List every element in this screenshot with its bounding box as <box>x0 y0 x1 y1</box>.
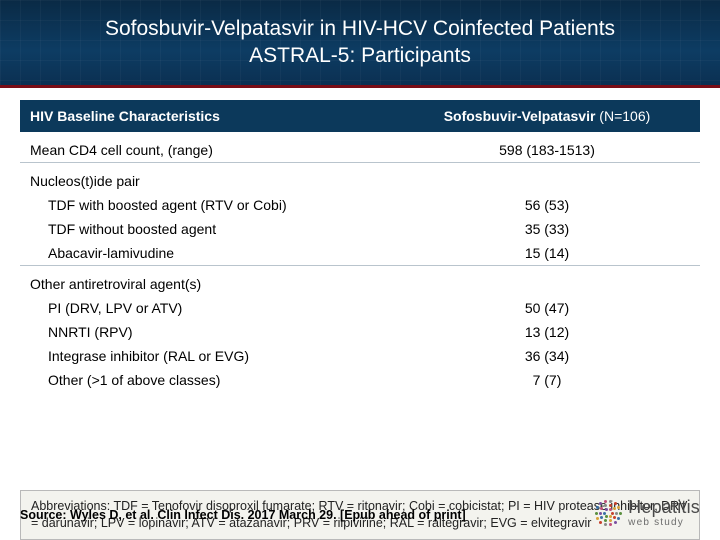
row-value: 15 (14) <box>394 241 700 266</box>
col-header-left: HIV Baseline Characteristics <box>20 100 394 132</box>
col-header-right: Sofosbuvir-Velpatasvir (N=106) <box>394 100 700 132</box>
row-label: NNRTI (RPV) <box>20 320 394 344</box>
row-label: PI (DRV, LPV or ATV) <box>20 296 394 320</box>
slide-header: Sofosbuvir-Velpatasvir in HIV-HCV Coinfe… <box>0 0 720 88</box>
logo-subtitle: web study <box>628 518 700 528</box>
table-row: Integrase inhibitor (RAL or EVG)36 (34) <box>20 344 700 368</box>
row-label: Mean CD4 cell count, (range) <box>20 132 394 163</box>
row-value: 7 (7) <box>394 368 700 392</box>
row-label: TDF without boosted agent <box>20 217 394 241</box>
content-area: HIV Baseline Characteristics Sofosbuvir-… <box>0 88 720 480</box>
row-value: 50 (47) <box>394 296 700 320</box>
table-row: Other antiretroviral agent(s) <box>20 266 700 297</box>
logo-title: Hepatitis <box>628 498 700 516</box>
row-value <box>394 266 700 297</box>
footer: Source: Wyles D, et al. Clin Infect Dis.… <box>20 488 700 528</box>
table-row: TDF without boosted agent35 (33) <box>20 217 700 241</box>
source-citation: Source: Wyles D, et al. Clin Infect Dis.… <box>20 508 466 522</box>
title-line-2: ASTRAL-5: Participants <box>249 43 471 69</box>
row-label: Other (>1 of above classes) <box>20 368 394 392</box>
row-value: 13 (12) <box>394 320 700 344</box>
table-header-row: HIV Baseline Characteristics Sofosbuvir-… <box>20 100 700 132</box>
table-row: Abacavir-lamivudine15 (14) <box>20 241 700 266</box>
table-row: PI (DRV, LPV or ATV)50 (47) <box>20 296 700 320</box>
slide: Sofosbuvir-Velpatasvir in HIV-HCV Coinfe… <box>0 0 720 540</box>
row-label: Abacavir-lamivudine <box>20 241 394 266</box>
col-header-right-rest: (N=106) <box>595 108 650 124</box>
row-value <box>394 163 700 194</box>
characteristics-table: HIV Baseline Characteristics Sofosbuvir-… <box>20 100 700 392</box>
row-label: Other antiretroviral agent(s) <box>20 266 394 297</box>
table-row: Mean CD4 cell count, (range)598 (183-151… <box>20 132 700 163</box>
table-row: NNRTI (RPV)13 (12) <box>20 320 700 344</box>
row-value: 598 (183-1513) <box>394 132 700 163</box>
row-label: Integrase inhibitor (RAL or EVG) <box>20 344 394 368</box>
row-value: 35 (33) <box>394 217 700 241</box>
title-line-1: Sofosbuvir-Velpatasvir in HIV-HCV Coinfe… <box>105 16 615 42</box>
row-label: TDF with boosted agent (RTV or Cobi) <box>20 193 394 217</box>
row-value: 56 (53) <box>394 193 700 217</box>
table-row: Nucleos(t)ide pair <box>20 163 700 194</box>
table-row: Other (>1 of above classes)7 (7) <box>20 368 700 392</box>
logo-text: Hepatitis web study <box>628 498 700 528</box>
col-header-right-strong: Sofosbuvir-Velpatasvir <box>444 108 596 124</box>
table-row: TDF with boosted agent (RTV or Cobi)56 (… <box>20 193 700 217</box>
row-value: 36 (34) <box>394 344 700 368</box>
logo-dots-icon <box>594 499 622 527</box>
row-label: Nucleos(t)ide pair <box>20 163 394 194</box>
logo: Hepatitis web study <box>594 498 700 528</box>
